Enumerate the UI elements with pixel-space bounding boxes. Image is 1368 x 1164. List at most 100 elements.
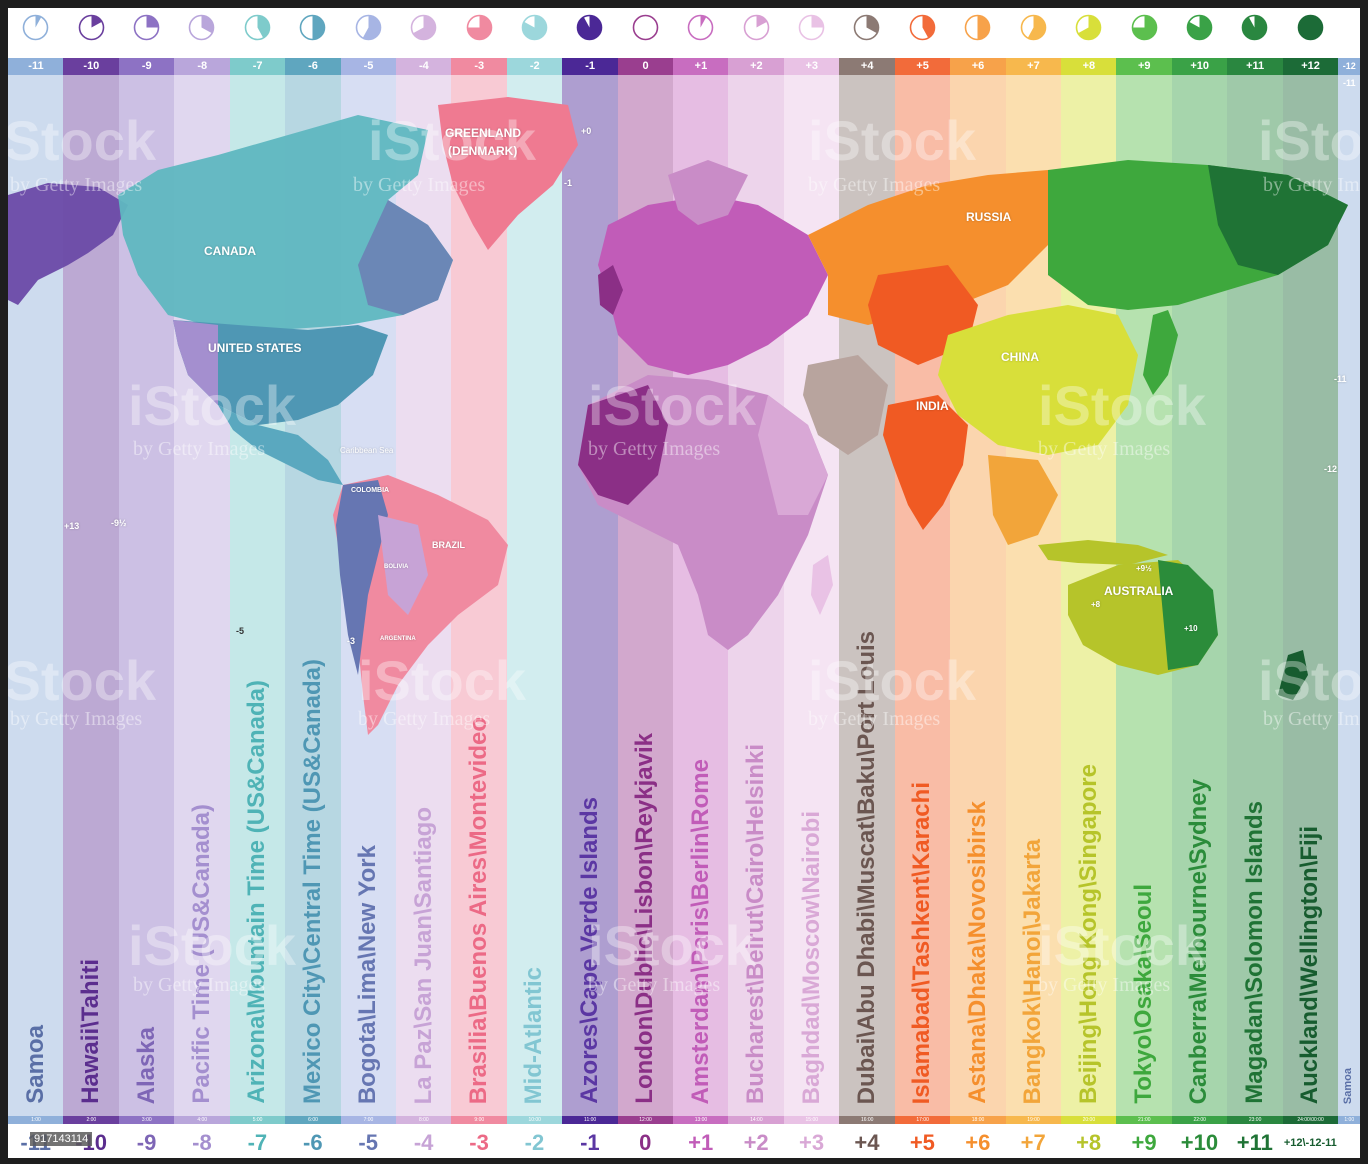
clock-icon [1020, 14, 1047, 41]
top-offset-label: +5 [894, 58, 951, 75]
clock-icon [577, 14, 603, 41]
india-landmass [883, 395, 968, 530]
bottom-time-label: 1:00 [1338, 1116, 1360, 1124]
label-minus3: -3 [347, 636, 356, 646]
clock-icon [410, 14, 437, 41]
usa-west [173, 320, 218, 405]
bottom-time-label: 21:00 [1116, 1116, 1173, 1124]
bottom-offset-label: +9 [1131, 1130, 1157, 1155]
clock-icon [1131, 14, 1157, 41]
top-offset-label: +7 [1005, 58, 1062, 75]
bottom-offset-label: -6 [303, 1130, 323, 1155]
clock-icon [687, 14, 714, 41]
bottom-time-label: 23:00 [1227, 1116, 1284, 1124]
alaska-landmass [8, 183, 128, 305]
japan [1143, 310, 1178, 395]
bottom-time-label: 3:00 [118, 1116, 175, 1124]
bottom-time-label: 13:00 [673, 1116, 729, 1124]
bottom-offset-label: +6 [965, 1130, 991, 1155]
indonesia [1038, 540, 1168, 565]
bottom-offset-label: +5 [909, 1130, 935, 1155]
uk-landmass [598, 265, 623, 315]
top-offset-label: +1 [673, 58, 729, 75]
top-offset-label: +4 [839, 58, 896, 75]
africa-west [578, 385, 668, 505]
label-brazil: BRAZIL [432, 540, 465, 550]
canada-east [358, 200, 453, 315]
bottom-time-label: 5:00 [229, 1116, 286, 1124]
top-offset-label: -9 [118, 58, 175, 75]
bottom-offset-label: +8 [1076, 1130, 1102, 1155]
africa-east [758, 395, 828, 515]
bottom-time-label: 1:00 [8, 1116, 64, 1124]
clock-icon [798, 14, 825, 41]
top-offset-label: -5 [340, 58, 397, 75]
top-offset-label: -11 [8, 58, 64, 75]
clock-icon [521, 14, 548, 41]
bottom-time-label: 7:00 [340, 1116, 397, 1124]
bottom-offset-label: -7 [247, 1130, 268, 1155]
label-minus1: -1 [564, 178, 573, 188]
world-map [8, 97, 1348, 735]
top-offset-label: +10 [1171, 58, 1228, 75]
clock-icon [189, 14, 215, 41]
bottom-offset-label: +12\-12-11 [1283, 1137, 1337, 1149]
top-offset-label: +6 [950, 58, 1006, 75]
clock-icon [743, 14, 769, 41]
bottom-offset-label: +3 [798, 1130, 825, 1155]
bottom-time-label: 19:00 [1005, 1116, 1062, 1124]
russia-far-east [1208, 165, 1348, 275]
bottom-offset-label: -5 [358, 1130, 378, 1155]
top-offset-label: +2 [728, 58, 785, 75]
label-plus10: +10 [1184, 624, 1198, 633]
south-america-mid [378, 515, 428, 615]
clock-icon [1075, 14, 1102, 41]
top-offset-label: -8 [174, 58, 231, 75]
top-offset-label: -4 [395, 58, 452, 75]
clock-icon [1242, 14, 1268, 41]
bottom-time-label: 18:00 [950, 1116, 1006, 1124]
label-china: CHINA [1001, 350, 1039, 364]
southeast-asia [988, 455, 1058, 545]
bottom-time-label: 10:00 [506, 1116, 563, 1124]
top-offset-label: -6 [285, 58, 341, 75]
top-offset-label: -1 [562, 58, 619, 75]
clock-icon [964, 14, 991, 41]
top-offset-label: +8 [1060, 58, 1117, 75]
label-minus12: -12 [1324, 464, 1338, 474]
clock-icon [854, 14, 880, 41]
label-minus11: -11 [1334, 374, 1347, 384]
label-bolivia: BOLIVIA [384, 564, 409, 570]
label-plus0: +0 [581, 126, 592, 136]
label-canada: CANADA [204, 244, 256, 258]
bottom-time-label: 11:00 [562, 1116, 619, 1124]
mexico-landmass [218, 405, 343, 485]
clock-icon [133, 14, 160, 41]
bottom-time-label: 4:00 [174, 1116, 231, 1124]
south-america-west [336, 480, 388, 675]
label-united-states: UNITED STATES [208, 341, 302, 355]
madagascar [811, 555, 833, 615]
top-offset-label: 0 [617, 58, 674, 75]
top-offset-label: +9 [1116, 58, 1173, 75]
label-plus9half: +9½ [1136, 564, 1152, 573]
bottom-offset-label: 0 [639, 1130, 652, 1155]
bottom-offset-label: +2 [743, 1130, 769, 1155]
bottom-time-label: 9:00 [451, 1116, 508, 1124]
bottom-offset-label: +10 [1180, 1130, 1219, 1155]
clock-icon [909, 14, 936, 41]
bottom-offset-label: +4 [854, 1130, 880, 1155]
clock-icon [1186, 14, 1213, 41]
label-denmark: (DENMARK) [448, 144, 518, 158]
bottom-offset-label: +1 [688, 1130, 714, 1155]
new-zealand [1278, 650, 1308, 700]
label-minus9half: -9½ [111, 518, 127, 528]
australia-east [1158, 560, 1218, 670]
bottom-offset-label: -8 [192, 1130, 212, 1155]
bottom-time-label: 17:00 [894, 1116, 951, 1124]
bottom-offset-label: -3 [469, 1130, 489, 1155]
bottom-time-label: 24:00\00:00 [1282, 1116, 1339, 1124]
timezone-band: Mid-Atlantic [506, 75, 563, 1116]
timezone-band: Samoa [1338, 75, 1360, 1116]
top-offset-label: +3 [783, 58, 840, 75]
